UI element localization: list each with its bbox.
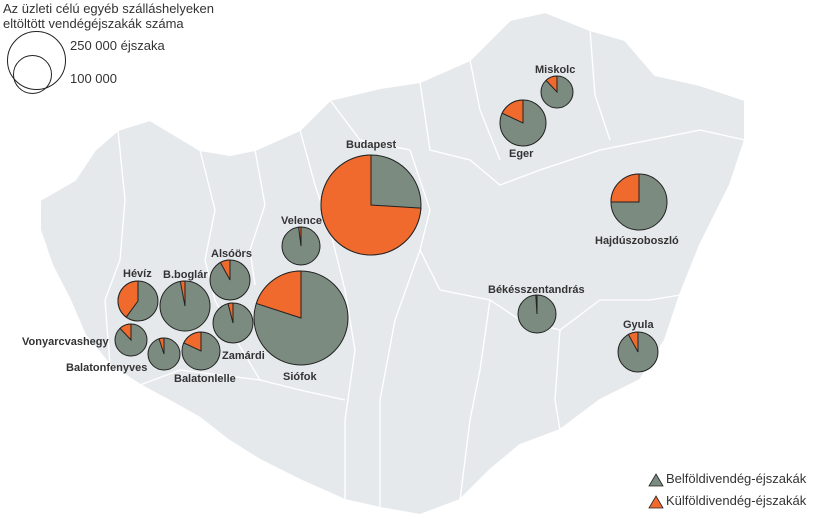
label-miskolc: Miskolc [535,64,575,76]
pie-foreign-slice [117,280,139,318]
legend-domestic-label: Belföldivendég-éjszakák [666,471,807,486]
pie-heviz [117,280,159,322]
pie-foreign-slice [610,173,640,203]
pie-budapest [320,154,422,256]
pie-zamardi [212,302,254,344]
domestic-triangle-icon [648,472,664,486]
size-legend-title-line1: Az üzleti célú egyéb szálláshelyeken [3,1,215,16]
legend-foreign: Külföldivendég-éjszakák [648,493,806,509]
label-siofok: Siófok [283,371,317,383]
size-legend-title: Az üzleti célú egyéb szálláshelyeken elt… [3,1,243,31]
foreign-triangle-icon [648,494,664,508]
legend-foreign-label: Külföldivendég-éjszakák [666,493,807,508]
pie-gyula [617,331,659,373]
label-zamardi: Zamárdi [222,350,265,362]
label-balatonlelle: Balatonlelle [174,373,236,385]
county-borders [104,29,746,508]
pie-velence [281,226,321,266]
pie-b-boglar [159,280,211,332]
label-hajduszoboszlo: Hajdúszoboszló [595,235,679,247]
label-alsoors: Alsóörs [211,248,252,260]
label-budapest: Budapest [346,139,396,151]
legend-domestic: Belföldivendég-éjszakák [648,471,806,487]
pie-bekesszentandras [517,294,557,334]
pie-alsoors [209,259,251,301]
label-heviz: Hévíz [123,268,152,280]
size-legend-small-label: 100 000 [70,71,117,86]
label-bboglar: B.boglár [163,269,208,281]
pie-balatonlelle [181,331,221,371]
label-velence: Velence [281,215,322,227]
pie-balatonfenyves [147,337,181,371]
size-legend-large-label: 250 000 éjszaka [70,38,165,53]
pie-markers [114,75,668,373]
label-vonyarcvashegy: Vonyarcvashegy [22,336,110,348]
label-gyula: Gyula [623,319,654,331]
pie-siofok [253,270,349,366]
size-legend-circle-small [13,55,52,94]
pie-vonyarcvashegy [114,323,148,357]
pie-eger [499,99,547,147]
label-balatonfenyves: Balatonfenyves [66,362,147,374]
label-bekesszentandras: Békésszentandrás [488,284,585,296]
hungary-outline [39,10,746,516]
size-legend-title-line2: eltöltött vendégéjszakák száma [3,16,184,31]
pie-hajduszoboszlo [610,173,668,231]
pie-miskolc [540,75,574,109]
pie-foreign-slice [255,270,302,319]
label-eger: Eger [509,148,534,160]
